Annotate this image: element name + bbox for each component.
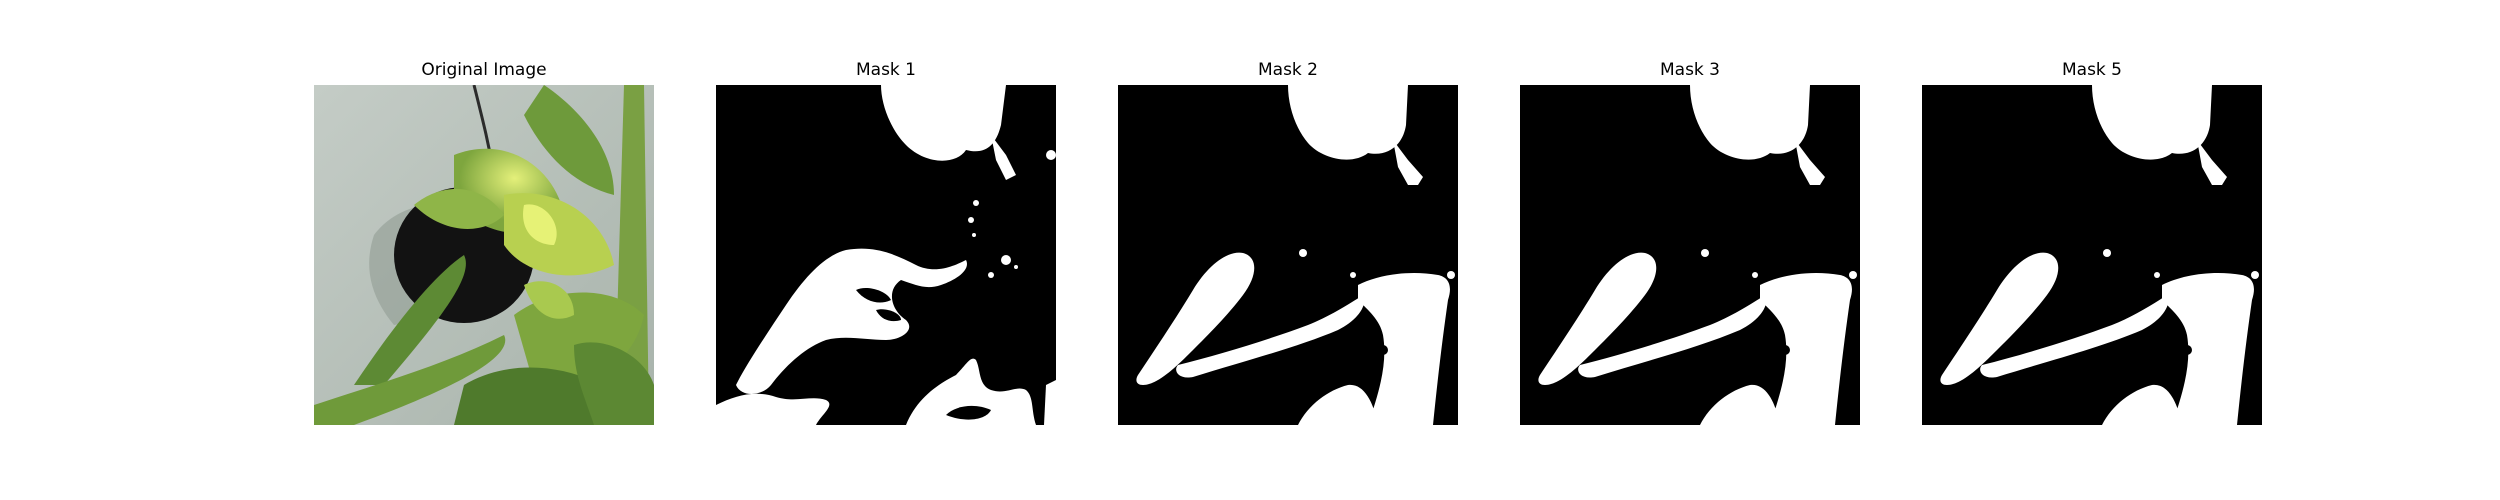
mask-image [1922, 85, 2262, 425]
panel-title: Original Image [421, 60, 547, 80]
mask-3-graphic [1520, 85, 1860, 425]
original-image [314, 85, 654, 425]
mask-image [1520, 85, 1860, 425]
mask-2-graphic [1118, 85, 1458, 425]
panel-title: Mask 1 [855, 60, 916, 80]
leaf-icon [314, 85, 654, 425]
mask-image [716, 85, 1056, 425]
panel-title: Mask 5 [2061, 60, 2122, 80]
panel-title: Mask 3 [1659, 60, 1720, 80]
panel-title: Mask 2 [1257, 60, 1318, 80]
mask-image [1118, 85, 1458, 425]
mask-5-graphic [1922, 85, 2262, 425]
mask-1-graphic [716, 85, 1056, 425]
